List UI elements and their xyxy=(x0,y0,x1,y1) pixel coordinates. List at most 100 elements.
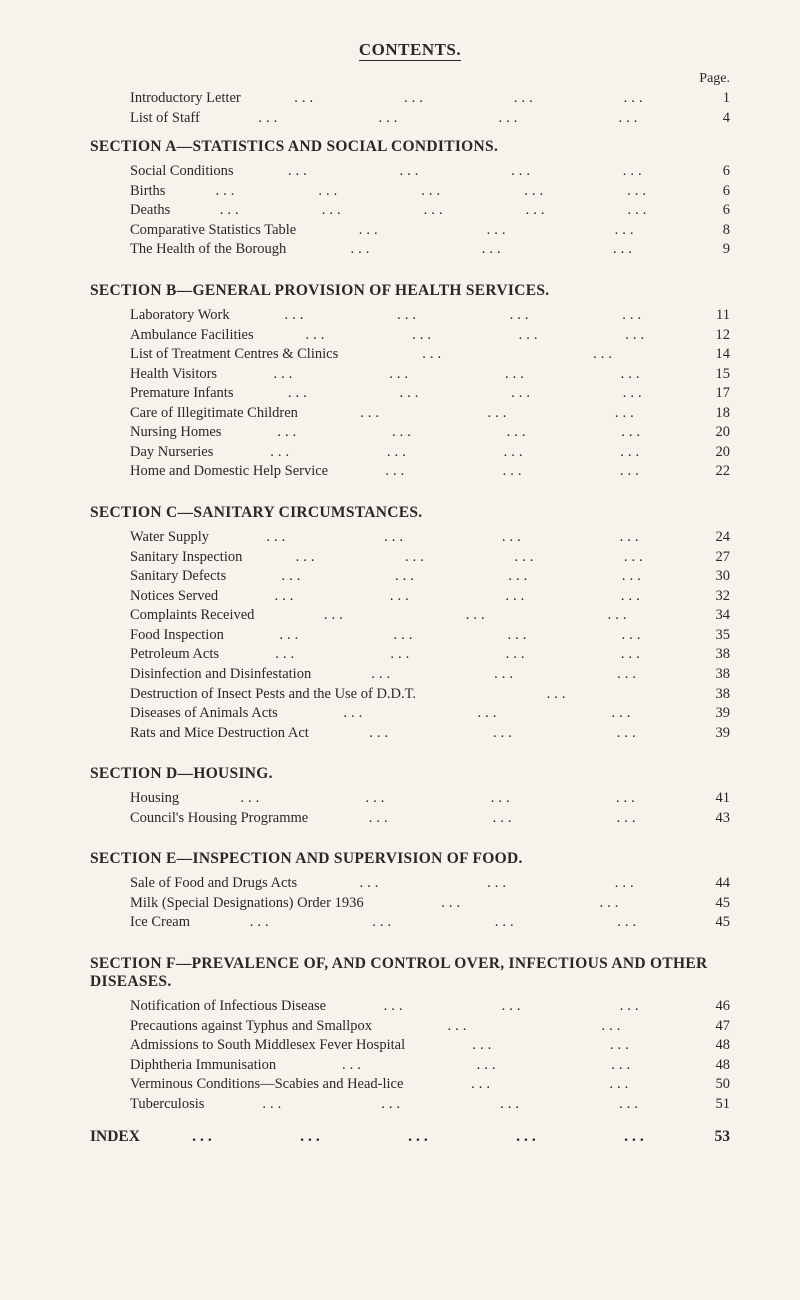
dots-group: ... xyxy=(393,626,416,646)
toc-dots: ...... xyxy=(338,345,700,365)
toc-label: Complaints Received xyxy=(90,606,254,626)
toc-label: Admissions to South Middlesex Fever Hosp… xyxy=(90,1036,405,1056)
toc-row: Sanitary Inspection............27 xyxy=(90,548,730,568)
index-label: INDEX xyxy=(90,1128,140,1146)
section-heading: SECTION B—GENERAL PROVISION OF HEALTH SE… xyxy=(90,282,730,300)
toc-page: 15 xyxy=(700,365,730,385)
toc-page: 6 xyxy=(700,201,730,221)
toc-row: Premature Infants............17 xyxy=(90,384,730,404)
dots-group: ... xyxy=(472,1036,495,1056)
toc-dots: ......... xyxy=(276,1056,700,1076)
title-wrap: CONTENTS. xyxy=(90,40,730,65)
dots-group: ... xyxy=(350,240,373,260)
dots-group: ... xyxy=(275,645,298,665)
dots-group: ... xyxy=(412,326,435,346)
dots-group: ... xyxy=(369,724,392,744)
dots-group: ... xyxy=(495,913,518,933)
toc-label: Laboratory Work xyxy=(90,306,230,326)
dots-group: ... xyxy=(602,1017,625,1037)
toc-page: 51 xyxy=(700,1095,730,1115)
toc-page: 27 xyxy=(700,548,730,568)
dots-group: ... xyxy=(491,789,514,809)
dots-group: ... xyxy=(620,528,643,548)
toc-label: Care of Illegitimate Children xyxy=(90,404,298,424)
dots-group: ... xyxy=(384,528,407,548)
dots-group: ... xyxy=(424,201,447,221)
toc-page: 45 xyxy=(700,913,730,933)
toc-row: Ambulance Facilities............12 xyxy=(90,326,730,346)
dots-group: ... xyxy=(324,606,347,626)
dots-group: ... xyxy=(505,365,528,385)
toc-row: Introductory Letter............1 xyxy=(90,89,730,109)
dots-group: ... xyxy=(610,1036,633,1056)
toc-row: Food Inspection............35 xyxy=(90,626,730,646)
toc-label: Nursing Homes xyxy=(90,423,221,443)
dots-group: ... xyxy=(514,548,537,568)
dots-group: ... xyxy=(624,548,647,568)
dots-group: ... xyxy=(371,665,394,685)
toc-dots: ............... xyxy=(170,201,700,221)
dots-group: ... xyxy=(593,345,616,365)
toc-page: 11 xyxy=(700,306,730,326)
toc-page: 30 xyxy=(700,567,730,587)
toc-dots: ......... xyxy=(311,665,700,685)
toc-dots: ......... xyxy=(326,997,700,1017)
toc-dots: ............ xyxy=(219,645,700,665)
page-title: CONTENTS. xyxy=(359,40,461,61)
toc-page: 50 xyxy=(700,1075,730,1095)
dots-group: ... xyxy=(318,182,341,202)
dots-group: ... xyxy=(477,704,500,724)
toc-dots: ............ xyxy=(234,162,700,182)
dots-group: ... xyxy=(448,1017,471,1037)
dots-group: ... xyxy=(617,724,640,744)
dots-group: ... xyxy=(395,567,418,587)
dots-group: ... xyxy=(510,306,533,326)
toc-label: List of Treatment Centres & Clinics xyxy=(90,345,338,365)
dots-group: ... xyxy=(617,809,640,829)
dots-group: ... xyxy=(421,182,444,202)
toc-page: 47 xyxy=(700,1017,730,1037)
dots-group: ... xyxy=(524,182,547,202)
dots-group: ... xyxy=(408,1128,432,1146)
dots-group: ... xyxy=(507,626,530,646)
dots-group: ... xyxy=(514,89,537,109)
dots-group: ... xyxy=(284,306,307,326)
dots-group: ... xyxy=(422,345,445,365)
dots-group: ... xyxy=(620,997,643,1017)
dots-group: ... xyxy=(624,1128,648,1146)
dots-group: ... xyxy=(507,423,530,443)
dots-group: ... xyxy=(471,1075,494,1095)
dots-group: ... xyxy=(627,182,650,202)
dots-group: ... xyxy=(294,89,317,109)
dots-group: ... xyxy=(502,528,525,548)
dots-group: ... xyxy=(494,665,517,685)
toc-page: 45 xyxy=(700,894,730,914)
page-column-header-row: Page. xyxy=(90,71,730,87)
toc-row: Ice Cream............45 xyxy=(90,913,730,933)
toc-page: 20 xyxy=(700,443,730,463)
toc-label: Housing xyxy=(90,789,179,809)
dots-group: ... xyxy=(390,587,413,607)
dots-group: ... xyxy=(389,365,412,385)
dots-group: ... xyxy=(384,997,407,1017)
toc-label: Verminous Conditions—Scabies and Head-li… xyxy=(90,1075,403,1095)
toc-dots: ............... xyxy=(165,182,700,202)
toc-label: Introductory Letter xyxy=(90,89,241,109)
toc-row: Home and Domestic Help Service.........2… xyxy=(90,462,730,482)
dots-group: ... xyxy=(360,404,383,424)
dots-group: ... xyxy=(506,645,529,665)
dots-group: ... xyxy=(487,874,510,894)
dots-group: ... xyxy=(359,221,382,241)
toc-dots: ......... xyxy=(308,809,700,829)
dots-group: ... xyxy=(400,162,423,182)
toc-dots: ......... xyxy=(254,606,700,626)
index-row: INDEX ............... 53 xyxy=(90,1128,730,1146)
dots-group: ... xyxy=(282,567,305,587)
toc-label: Diseases of Animals Acts xyxy=(90,704,278,724)
toc-row: Admissions to South Middlesex Fever Hosp… xyxy=(90,1036,730,1056)
toc-page: 38 xyxy=(700,685,730,705)
dots-group: ... xyxy=(516,1128,540,1146)
section-heading: SECTION E—INSPECTION AND SUPERVISION OF … xyxy=(90,850,730,868)
toc-page: 41 xyxy=(700,789,730,809)
toc-page: 46 xyxy=(700,997,730,1017)
